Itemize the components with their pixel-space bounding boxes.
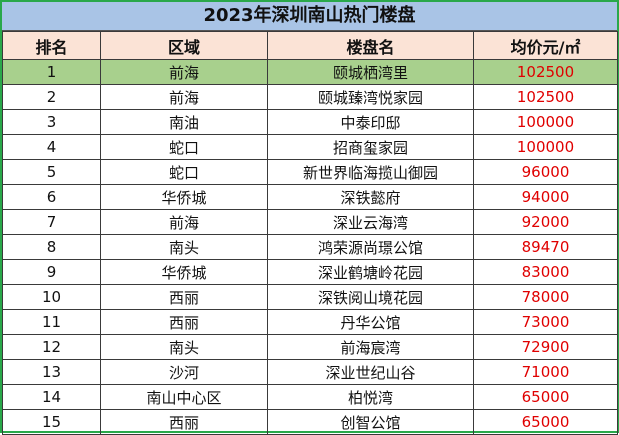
price-cell: 71000 [473,359,618,385]
table-row: 12 南头 前海宸湾 72900 [2,334,618,360]
table-row: 9 华侨城 深业鹤塘岭花园 83000 [2,259,618,285]
price-cell: 94000 [473,184,618,210]
area-cell: 蛇口 [100,134,268,160]
table-row: 7 前海 深业云海湾 92000 [2,209,618,235]
price-cell: 100000 [473,134,618,160]
table-title: 2023年深圳南山热门楼盘 [2,2,617,31]
name-cell: 柏悦湾 [267,384,474,410]
header-rank: 排名 [2,31,101,60]
name-cell: 深业世纪山谷 [267,359,474,385]
area-cell: 华侨城 [100,259,268,285]
rank-cell: 10 [2,284,101,310]
price-cell: 78000 [473,284,618,310]
rank-cell: 7 [2,209,101,235]
name-cell: 颐城栖湾里 [267,59,474,85]
area-cell: 前海 [100,84,268,110]
rank-cell: 2 [2,84,101,110]
area-cell: 蛇口 [100,159,268,185]
table-row: 13 沙河 深业世纪山谷 71000 [2,359,618,385]
name-cell: 前海宸湾 [267,334,474,360]
name-cell: 深业鹤塘岭花园 [267,259,474,285]
rank-cell: 11 [2,309,101,335]
rank-cell: 8 [2,234,101,260]
price-cell: 72900 [473,334,618,360]
rank-cell: 15 [2,409,101,435]
table-row: 14 南山中心区 柏悦湾 65000 [2,384,618,410]
area-cell: 沙河 [100,359,268,385]
name-cell: 深铁懿府 [267,184,474,210]
area-cell: 西丽 [100,309,268,335]
table-row: 2 前海 颐城臻湾悦家园 102500 [2,84,618,110]
price-cell: 83000 [473,259,618,285]
price-cell: 73000 [473,309,618,335]
area-cell: 南头 [100,334,268,360]
price-cell: 92000 [473,209,618,235]
ranking-table: 排名 区域 楼盘名 均价元/㎡ 1 前海 颐城栖湾里 102500 2 前海 颐城臻湾悦家园… [2,31,618,435]
rank-cell: 1 [2,59,101,85]
price-cell: 65000 [473,384,618,410]
name-cell: 创智公馆 [267,409,474,435]
rank-cell: 12 [2,334,101,360]
table-row: 5 蛇口 新世界临海揽山御园 96000 [2,159,618,185]
table-row: 10 西丽 深铁阅山境花园 78000 [2,284,618,310]
area-cell: 前海 [100,59,268,85]
table-row: 1 前海 颐城栖湾里 102500 [2,59,618,85]
rank-cell: 4 [2,134,101,160]
price-cell: 102500 [473,59,618,85]
rank-cell: 14 [2,384,101,410]
price-cell: 65000 [473,409,618,435]
area-cell: 西丽 [100,409,268,435]
header-price: 均价元/㎡ [473,31,618,60]
table-row: 8 南头 鸿荣源尚璟公馆 89470 [2,234,618,260]
rank-cell: 5 [2,159,101,185]
table-row: 6 华侨城 深铁懿府 94000 [2,184,618,210]
price-cell: 96000 [473,159,618,185]
name-cell: 新世界临海揽山御园 [267,159,474,185]
area-cell: 南山中心区 [100,384,268,410]
rank-cell: 6 [2,184,101,210]
table-row: 15 西丽 创智公馆 65000 [2,409,618,435]
area-cell: 西丽 [100,284,268,310]
name-cell: 颐城臻湾悦家园 [267,84,474,110]
rank-cell: 9 [2,259,101,285]
name-cell: 丹华公馆 [267,309,474,335]
table-row: 3 南油 中泰印邸 100000 [2,109,618,135]
header-area: 区域 [100,31,268,60]
name-cell: 招商玺家园 [267,134,474,160]
name-cell: 深铁阅山境花园 [267,284,474,310]
price-cell: 89470 [473,234,618,260]
price-cell: 102500 [473,84,618,110]
name-cell: 中泰印邸 [267,109,474,135]
area-cell: 南头 [100,234,268,260]
table-row: 11 西丽 丹华公馆 73000 [2,309,618,335]
price-cell: 100000 [473,109,618,135]
area-cell: 前海 [100,209,268,235]
name-cell: 鸿荣源尚璟公馆 [267,234,474,260]
rank-cell: 13 [2,359,101,385]
table-row: 4 蛇口 招商玺家园 100000 [2,134,618,160]
name-cell: 深业云海湾 [267,209,474,235]
rank-cell: 3 [2,109,101,135]
area-cell: 华侨城 [100,184,268,210]
area-cell: 南油 [100,109,268,135]
header-name: 楼盘名 [267,31,474,60]
header-row: 排名 区域 楼盘名 均价元/㎡ [2,31,618,60]
